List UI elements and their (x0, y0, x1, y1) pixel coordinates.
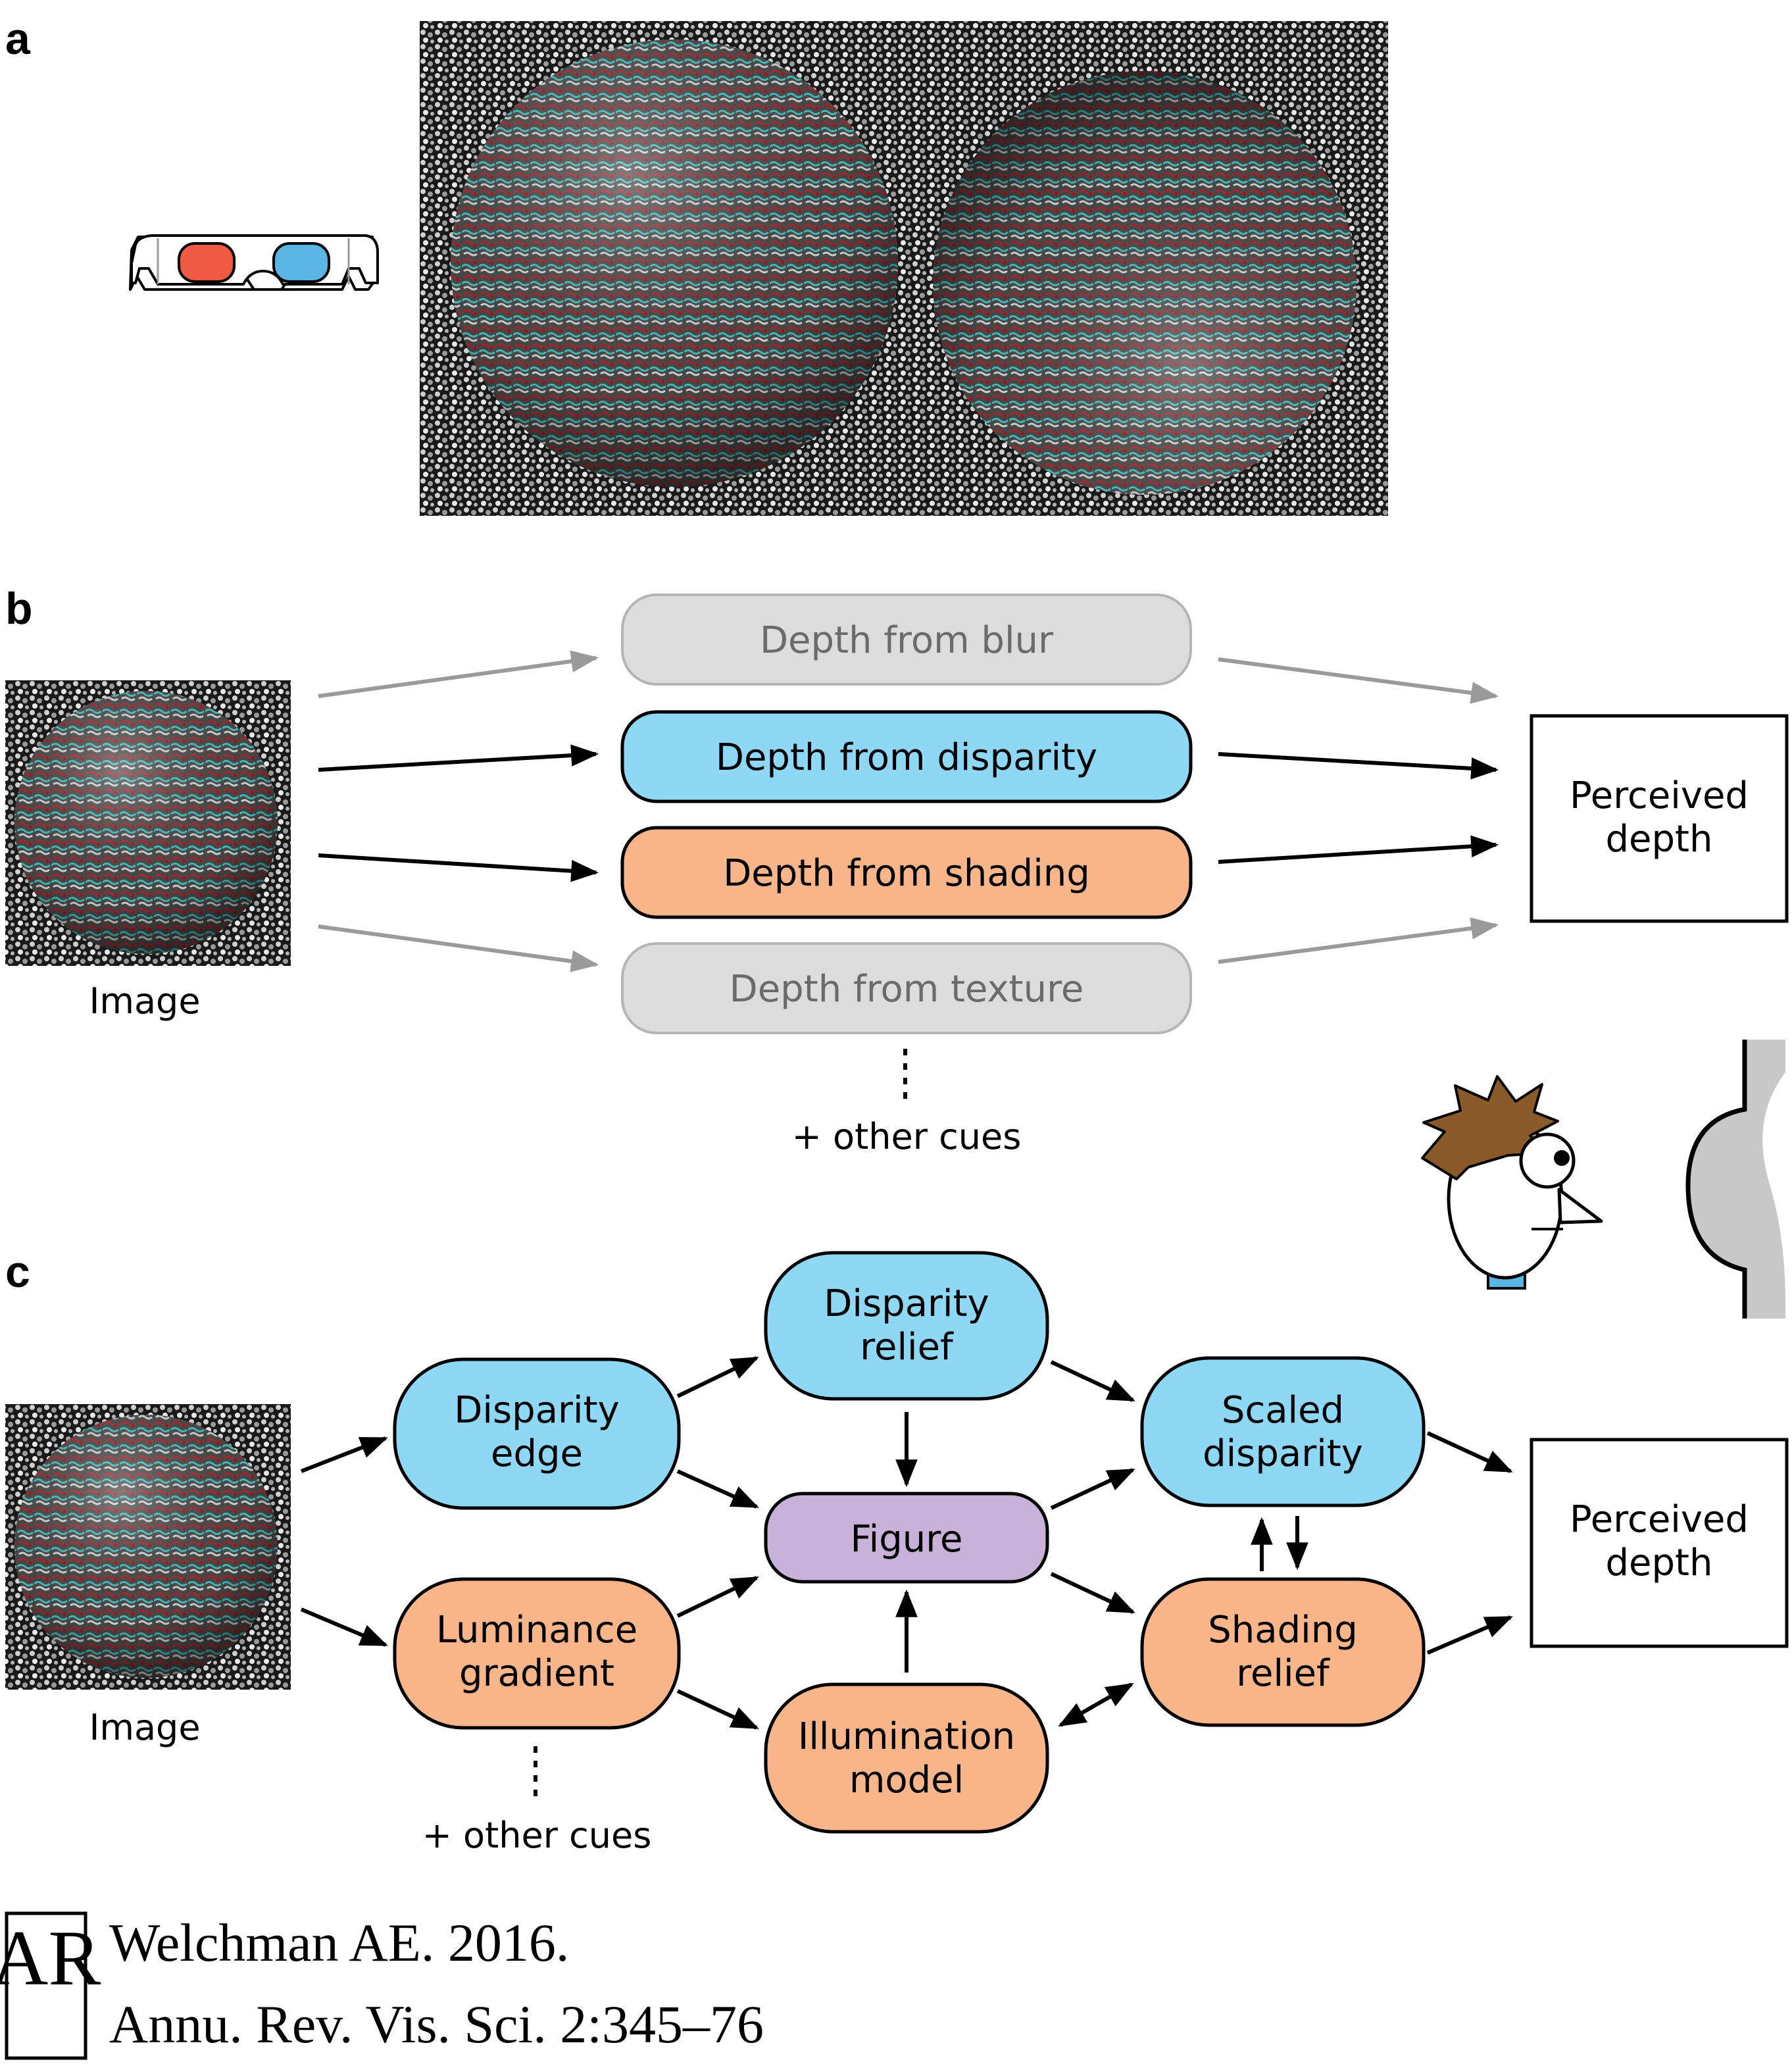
panel-c-label: c (5, 1247, 30, 1297)
panel-b-output-line1: Perceived (1570, 774, 1749, 817)
observer-eye (1519, 1132, 1576, 1189)
panel-c-arrows (300, 1356, 1513, 1730)
observer-beak (1557, 1188, 1603, 1224)
panel-b-output-arrows (1218, 657, 1499, 964)
cue-box-shading (620, 826, 1193, 919)
cue-label-disparity: Depth from disparity (716, 736, 1097, 779)
node-disparity-edge-line2: edge (491, 1432, 583, 1475)
panel-b-input-arrows (318, 650, 599, 972)
node-disparity-relief-line2: relief (860, 1326, 954, 1369)
cue-label-blur: Depth from blur (760, 619, 1054, 662)
panel-c-image-label: Image (89, 1707, 200, 1748)
annual-reviews-logo: AR (0, 1911, 101, 2060)
cue-label-texture: Depth from texture (730, 968, 1084, 1011)
logo-letter-a: AR (0, 1914, 101, 2002)
blue-lens (272, 242, 330, 283)
node-luminance-gradient-line1: Luminance (436, 1609, 637, 1651)
node-shading-relief: Shading relief (1140, 1577, 1426, 1727)
observer-cartoon (1421, 1075, 1603, 1290)
panel-b-output-line2: depth (1606, 818, 1713, 861)
panel-c-image (5, 1404, 291, 1690)
panel-b-image-label: Image (89, 980, 200, 1022)
panel-b-cue-boxes: Depth from blur Depth from disparity Dep… (620, 593, 1193, 1034)
node-disparity-relief: Disparity relief (764, 1251, 1049, 1401)
panel-b-label: b (5, 584, 33, 634)
panel-c-other-cues: + other cues (422, 1815, 652, 1856)
surface-profile-icon (1685, 1040, 1785, 1319)
cue-label-shading: Depth from shading (723, 852, 1090, 895)
node-luminance-gradient: Luminance gradient (393, 1577, 681, 1730)
anaglyph-stereogram (420, 21, 1388, 516)
panel-a-label: a (5, 14, 31, 64)
panel-b-other-cues: + other cues (792, 1116, 1022, 1157)
node-scaled-disparity-line1: Scaled (1222, 1389, 1344, 1432)
node-figure: Figure (764, 1492, 1049, 1584)
node-disparity-relief-line1: Disparity (824, 1282, 989, 1325)
cue-box-blur (621, 593, 1192, 686)
node-illumination-model-line2: model (849, 1759, 964, 1801)
panel-c-perceived-depth-box (1530, 1438, 1789, 1648)
node-scaled-disparity-line2: disparity (1203, 1432, 1363, 1475)
anaglyph-glasses-icon (129, 234, 379, 291)
panel-b-image (5, 680, 291, 966)
cue-box-disparity (620, 710, 1193, 803)
panel-c-output-line2: depth (1606, 1542, 1713, 1584)
node-shading-relief-line2: relief (1236, 1652, 1330, 1695)
panel-c-output-line1: Perceived (1570, 1498, 1749, 1541)
node-disparity-edge: Disparity edge (393, 1357, 681, 1510)
red-lens (178, 242, 236, 283)
node-disparity-edge-line1: Disparity (454, 1389, 619, 1432)
node-shading-relief-line1: Shading (1208, 1609, 1358, 1651)
node-luminance-gradient-line2: gradient (459, 1652, 614, 1695)
cue-box-texture (621, 942, 1192, 1034)
citation-line2: Annu. Rev. Vis. Sci. 2:345–76 (109, 1994, 764, 2054)
citation-line1: Welchman AE. 2016. (109, 1913, 569, 1973)
node-scaled-disparity: Scaled disparity (1140, 1356, 1426, 1507)
node-illumination-model-line1: Illumination (798, 1715, 1015, 1758)
node-illumination-model: Illumination model (764, 1682, 1049, 1834)
panel-b-perceived-depth-box (1530, 714, 1789, 923)
node-figure-label: Figure (851, 1518, 963, 1561)
